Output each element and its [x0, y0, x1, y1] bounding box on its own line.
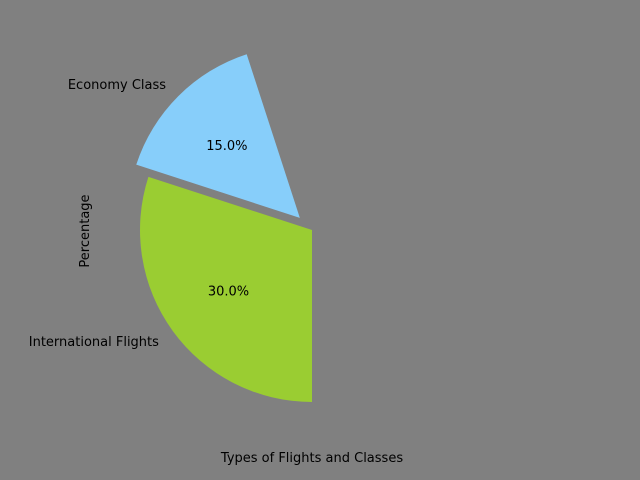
y-axis-label: Percentage	[78, 194, 93, 267]
pie-slices	[136, 54, 312, 402]
pie-category-label-international-flights: International Flights	[29, 335, 159, 350]
pie-pct-label-international-flights: 30.0%	[208, 285, 249, 300]
pie-pct-label-economy-class: 15.0%	[206, 139, 247, 154]
pie-slice-economy-class	[136, 54, 300, 218]
pie-category-label-economy-class: Economy Class	[68, 78, 166, 93]
pie-slice-labels: 15.0% Economy Class 30.0% International Fli…	[29, 78, 249, 350]
pie-slice-international-flights	[139, 176, 312, 402]
x-axis-label: Types of Flights and Classes	[220, 451, 403, 466]
